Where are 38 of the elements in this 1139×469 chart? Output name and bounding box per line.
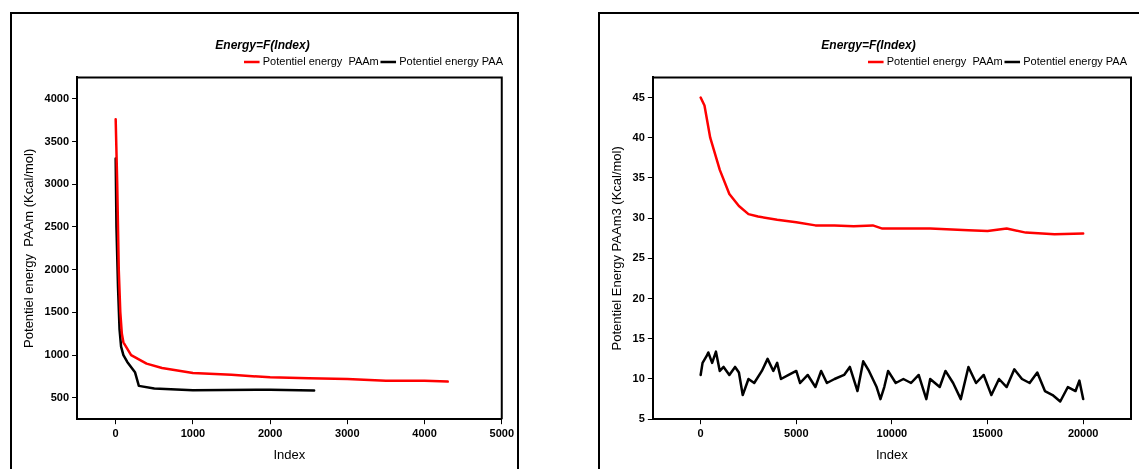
chart-title: Energy=F(Index) <box>215 37 310 52</box>
y-tick-label: 3000 <box>44 177 70 190</box>
y-tick-label: 1000 <box>44 348 70 361</box>
y-tick-label: 45 <box>632 90 645 103</box>
y-tick-label: 3500 <box>44 134 70 147</box>
x-tick-label: 10000 <box>876 426 908 439</box>
y-tick-label: 20 <box>632 291 645 304</box>
x-tick-label: 5000 <box>784 426 809 439</box>
x-tick-label: 2000 <box>257 426 283 439</box>
x-tick-label: 3000 <box>335 426 360 439</box>
y-axis-title: Potentiel Energy PAAm3 (Kcal/mol) <box>609 146 625 351</box>
x-tick-label: 1000 <box>180 426 206 439</box>
legend-label: Potentiel energy PAAm <box>262 54 379 67</box>
y-tick-label: 25 <box>632 251 645 264</box>
x-axis-title: Index <box>876 446 909 462</box>
y-tick-label: 500 <box>50 390 70 403</box>
y-tick-label: 35 <box>632 170 645 183</box>
y-tick-label: 5 <box>638 412 645 425</box>
x-tick-label: 0 <box>697 426 704 439</box>
x-tick-label: 15000 <box>972 426 1003 439</box>
x-tick-label: 0 <box>112 426 119 439</box>
y-tick-label: 4000 <box>44 91 70 104</box>
legend-label: Potentiel energy PAA <box>1023 54 1128 67</box>
legend-label: Potentiel energy PAA <box>399 54 504 67</box>
y-tick-label: 10 <box>632 372 645 385</box>
y-tick-label: 2000 <box>44 262 70 275</box>
chart-title: Energy=F(Index) <box>821 37 916 52</box>
x-tick-label: 4000 <box>412 426 437 439</box>
x-tick-label: 5000 <box>489 426 515 439</box>
x-tick-label: 20000 <box>1067 426 1099 439</box>
y-tick-label: 40 <box>632 130 645 143</box>
y-axis-title: Potentiel energy PAAm (Kcal/mol) <box>21 148 37 348</box>
y-tick-label: 2500 <box>44 219 70 232</box>
x-axis-title: Index <box>273 446 306 462</box>
legend-label: Potentiel energy PAAm <box>886 54 1003 67</box>
y-tick-label: 30 <box>632 211 645 224</box>
y-tick-label: 1500 <box>44 305 70 318</box>
y-tick-label: 15 <box>632 331 645 344</box>
